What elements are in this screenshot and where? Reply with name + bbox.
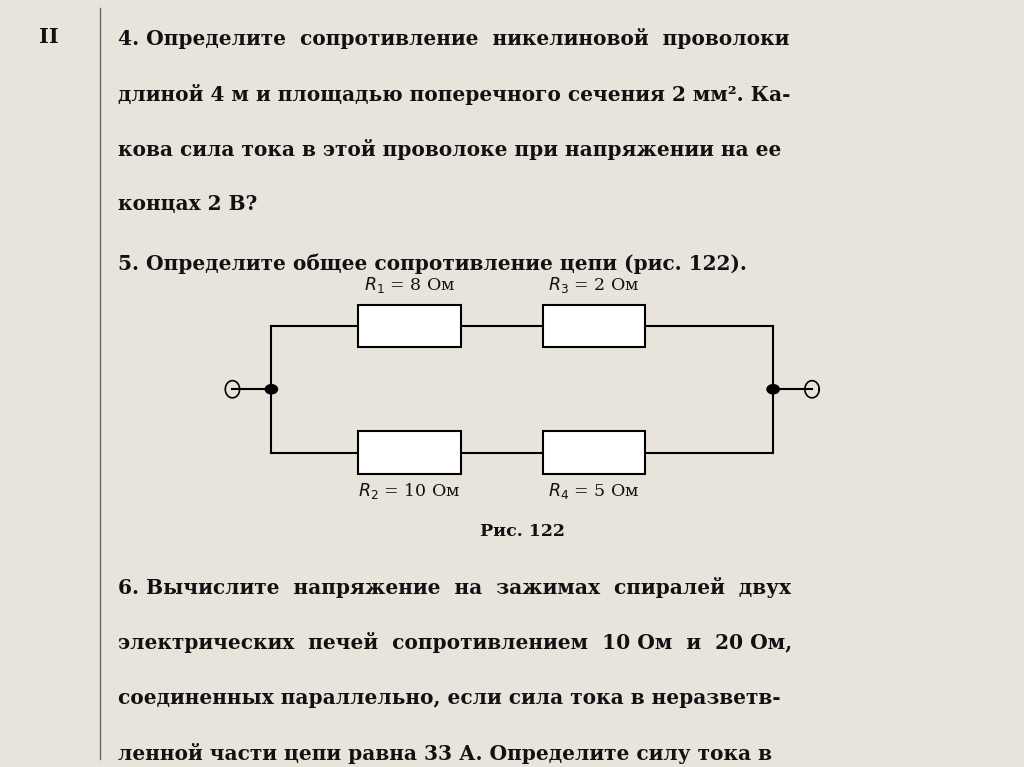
Text: длиной 4 м и площадью поперечного сечения 2 мм². Ка-: длиной 4 м и площадью поперечного сечени… <box>118 84 791 104</box>
Text: ленной части цепи равна 33 А. Определите силу тока в: ленной части цепи равна 33 А. Определите… <box>118 742 772 764</box>
Text: $R_4$ = 5 Ом: $R_4$ = 5 Ом <box>548 482 640 502</box>
Text: 4. Определите  сопротивление  никелиновой  проволоки: 4. Определите сопротивление никелиновой … <box>118 28 790 49</box>
Text: 5. Определите общее сопротивление цепи (рис. 122).: 5. Определите общее сопротивление цепи (… <box>118 254 746 275</box>
Text: Рис. 122: Рис. 122 <box>480 523 564 541</box>
Text: кова сила тока в этой проволоке при напряжении на ее: кова сила тока в этой проволоке при напр… <box>118 139 781 160</box>
Text: концах 2 В?: концах 2 В? <box>118 194 257 214</box>
Bar <box>358 304 461 347</box>
Bar <box>358 431 461 473</box>
Text: $R_1$ = 8 Ом: $R_1$ = 8 Ом <box>364 275 456 295</box>
Circle shape <box>767 384 779 393</box>
Text: соединенных параллельно, если сила тока в неразветв-: соединенных параллельно, если сила тока … <box>118 687 780 708</box>
Text: 6. Вычислите  напряжение  на  зажимах  спиралей  двух: 6. Вычислите напряжение на зажимах спира… <box>118 577 791 598</box>
Text: $R_2$ = 10 Ом: $R_2$ = 10 Ом <box>358 482 461 502</box>
Text: II: II <box>39 27 59 47</box>
Bar <box>543 304 645 347</box>
Text: $R_3$ = 2 Ом: $R_3$ = 2 Ом <box>548 275 640 295</box>
Bar <box>543 431 645 473</box>
Text: электрических  печей  сопротивлением  10 Ом  и  20 Ом,: электрических печей сопротивлением 10 Ом… <box>118 632 792 653</box>
Circle shape <box>265 384 278 393</box>
